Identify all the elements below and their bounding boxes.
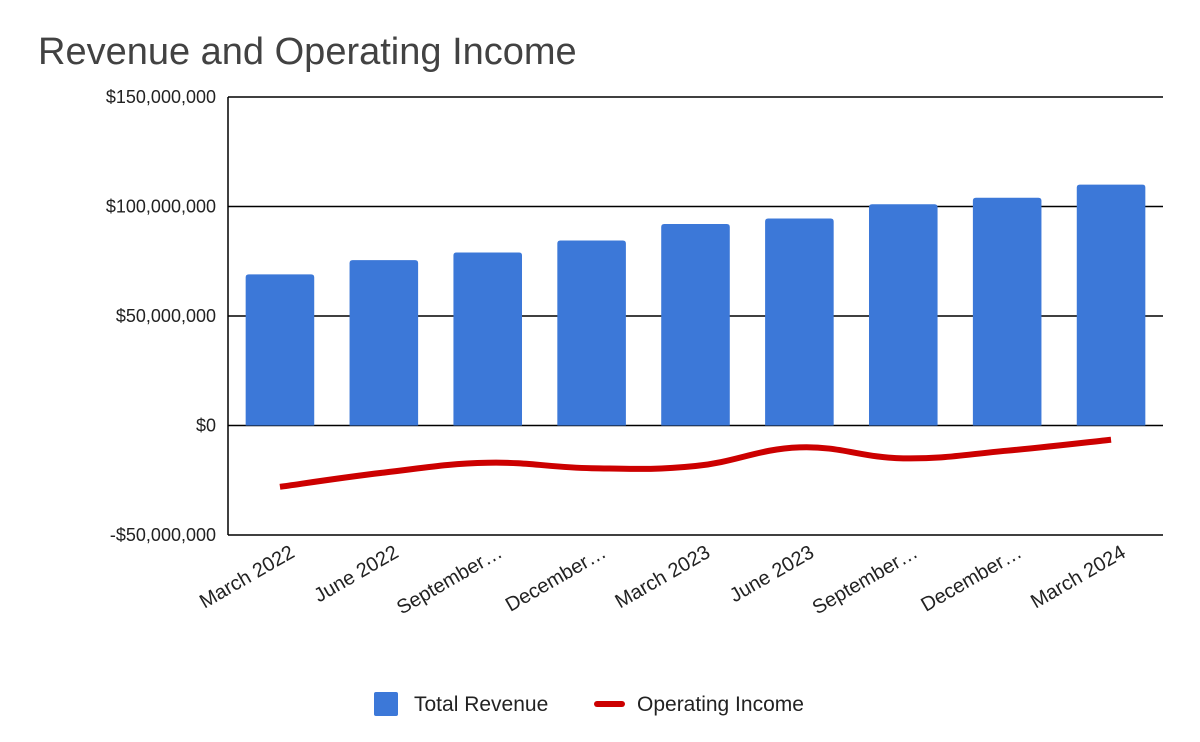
bar-total-revenue[interactable] [245, 274, 315, 426]
x-tick-label: June 2023 [726, 541, 818, 607]
bar-total-revenue[interactable] [661, 224, 730, 426]
x-tick-label: March 2023 [612, 541, 714, 613]
x-tick-label: December… [502, 541, 610, 616]
legend-item-operating-income[interactable]: Operating Income [594, 693, 804, 716]
line-operating-income[interactable] [279, 436, 1112, 490]
x-tick-label: September… [809, 541, 922, 619]
bar-total-revenue[interactable] [972, 197, 1042, 426]
chart-title: Revenue and Operating Income [38, 31, 577, 73]
y-tick-label: -$50,000,000 [110, 525, 216, 545]
x-tick-label: December… [917, 541, 1025, 616]
bar-total-revenue[interactable] [557, 240, 626, 426]
y-tick-label: $150,000,000 [106, 87, 216, 107]
x-tick-label: March 2024 [1027, 541, 1129, 613]
legend-label-operating-income: Operating Income [637, 693, 804, 716]
y-tick-label: $0 [196, 416, 216, 436]
bar-total-revenue[interactable] [453, 252, 523, 426]
y-tick-label: $100,000,000 [106, 197, 216, 217]
x-tick-label: March 2022 [196, 541, 298, 613]
bar-total-revenue[interactable] [765, 218, 834, 426]
legend-item-total-revenue[interactable]: Total Revenue [374, 692, 548, 716]
x-tick-label: September… [393, 541, 506, 619]
bar-total-revenue[interactable] [868, 204, 938, 426]
legend-label-total-revenue: Total Revenue [414, 693, 548, 716]
operating-income-line [279, 436, 1112, 490]
y-axis-ticks: $150,000,000 $100,000,000 $50,000,000 $0 -$5… [106, 87, 216, 545]
bar-total-revenue[interactable] [1076, 184, 1146, 426]
bar-total-revenue[interactable] [349, 260, 419, 426]
revenue-bars [245, 184, 1146, 426]
x-tick-label: June 2022 [310, 541, 402, 607]
legend-swatch-total-revenue [374, 692, 398, 716]
legend: Total Revenue Operating Income [374, 692, 804, 716]
y-tick-label: $50,000,000 [116, 306, 216, 326]
